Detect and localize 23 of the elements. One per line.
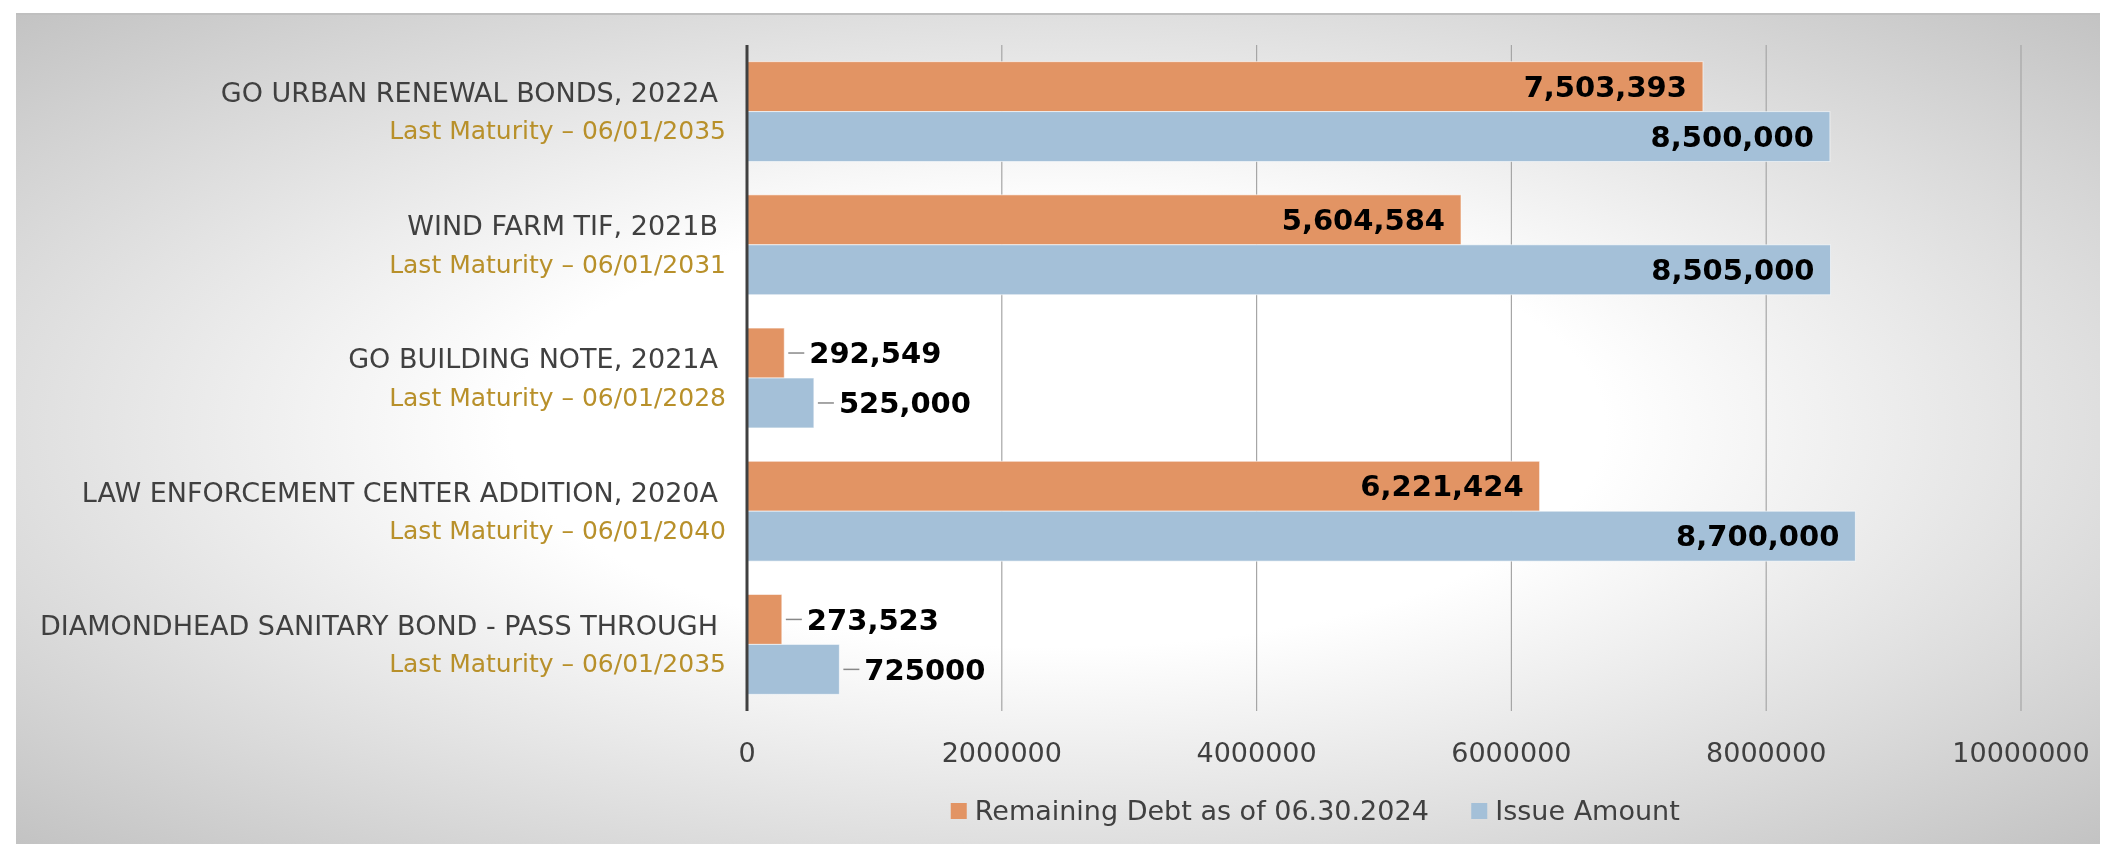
legend-label: Remaining Debt as of 06.30.2024 <box>974 795 1429 827</box>
data-label: 273,523 <box>806 602 939 637</box>
data-label: 8,505,000 <box>1651 252 1815 287</box>
y-tick-label: GO URBAN RENEWAL BONDS, 2022A Last Maturity – 06/01/2035 <box>220 77 726 146</box>
data-label: 8,500,000 <box>1650 119 1814 154</box>
data-label: 7,503,393 <box>1523 69 1687 104</box>
data-label: 292,549 <box>809 336 942 371</box>
y-tick-label: WIND FARM TIF, 2021B Last Maturity – 06/01/2031 <box>389 210 726 279</box>
y-tick-label: LAW ENFORCEMENT CENTER ADDITION, 2020A Last Maturity – 06/01/2040 <box>81 476 726 545</box>
x-tick-label: 8000000 <box>1706 737 1827 769</box>
data-label: 525,000 <box>838 386 971 421</box>
x-tick-label: 2000000 <box>941 737 1062 769</box>
x-tick-label: 4000000 <box>1196 737 1317 769</box>
y-tick-label: GO BUILDING NOTE, 2021A Last Maturity – 06/01/2028 <box>348 343 726 412</box>
data-label: 6,221,424 <box>1360 469 1524 504</box>
legend-label: Issue Amount <box>1495 795 1680 827</box>
x-tick-label: 10000000 <box>1952 737 2090 769</box>
x-tick-label: 0 <box>738 737 756 769</box>
data-label: 8,700,000 <box>1676 519 1840 554</box>
data-label: 725000 <box>864 652 986 687</box>
x-tick-label: 6000000 <box>1451 737 1572 769</box>
y-tick-label: DIAMONDHEAD SANITARY BOND - PASS THROUGH Last Maturity – 06/01/2035 <box>39 609 726 679</box>
data-label: 5,604,584 <box>1281 202 1446 237</box>
